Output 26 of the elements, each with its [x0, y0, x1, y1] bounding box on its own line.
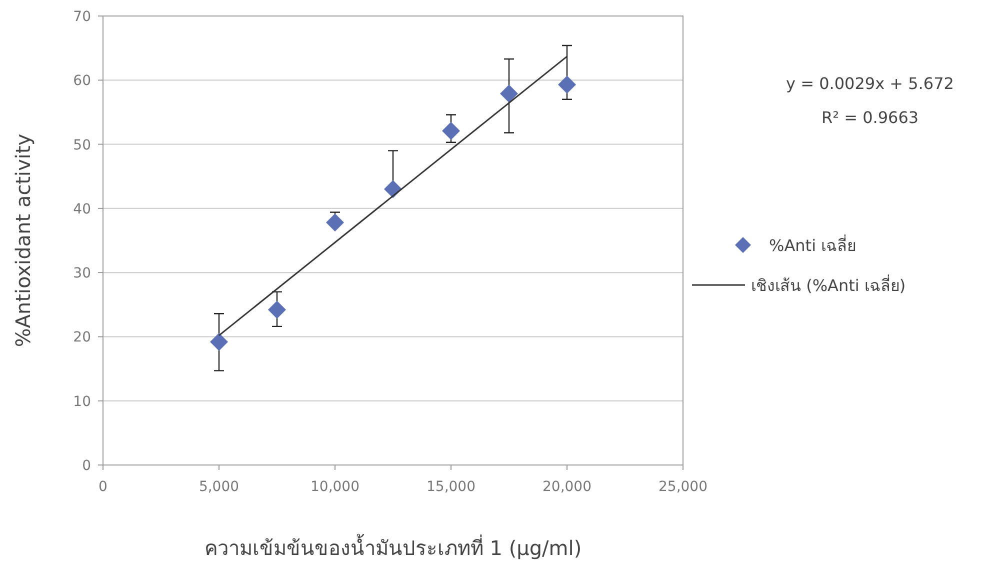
- y-tick-label: 40: [73, 201, 91, 218]
- point: [210, 332, 228, 351]
- point: [558, 76, 576, 94]
- x-tick-label: 0: [98, 479, 108, 495]
- point: [268, 300, 286, 319]
- y-axis-title: %Antioxidant activity: [11, 134, 35, 348]
- x-tick-label: 25,000: [658, 479, 708, 495]
- y-tick-label: 30: [73, 266, 91, 282]
- y-tick-label: 20: [73, 330, 91, 346]
- y-tick-label: 0: [82, 458, 91, 474]
- point: [326, 214, 344, 232]
- x-tick-label: 15,000: [426, 479, 476, 495]
- point: [442, 122, 460, 140]
- y-tick-label: 10: [73, 394, 91, 410]
- legend-label: %Anti เฉลี่ย: [769, 234, 856, 255]
- point: [500, 84, 518, 103]
- legend-label: เชิงเส้น (%Anti เฉลี่ย): [751, 274, 906, 295]
- text: R² = 0.9663: [821, 108, 919, 127]
- y-tick-label: 50: [73, 137, 91, 154]
- x-tick-label: 10,000: [310, 479, 360, 495]
- text: y = 0.0029x + 5.672: [786, 74, 954, 93]
- x-tick-label: 5,000: [198, 479, 240, 495]
- x-axis-title: ความเข้มข้นของน้ำมันประเภทที่ 1 (µg/ml): [204, 534, 582, 560]
- x-tick-label: 20,000: [542, 479, 592, 495]
- y-tick-label: 60: [73, 73, 91, 90]
- y-tick-label: 70: [73, 9, 91, 25]
